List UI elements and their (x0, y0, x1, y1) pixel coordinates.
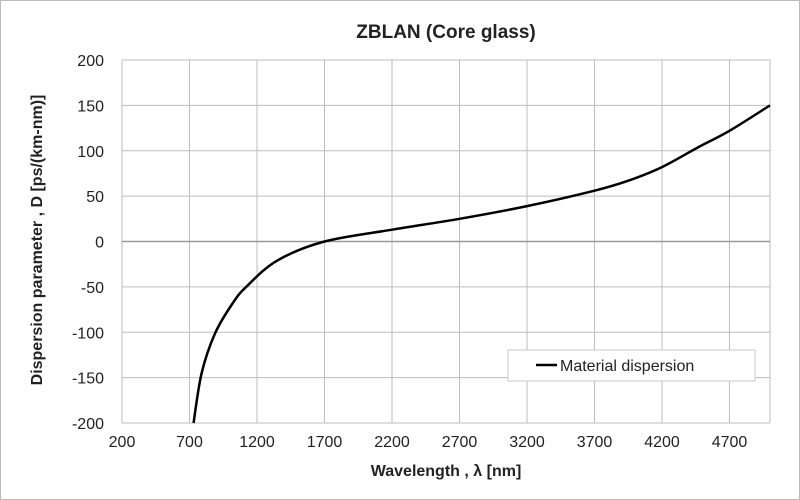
x-tick-label: 2200 (374, 434, 410, 451)
y-tick-label: -50 (81, 280, 104, 297)
chart-title: ZBLAN (Core glass) (356, 22, 535, 43)
x-tick-label: 200 (109, 434, 136, 451)
y-axis-label: Dispersion parameter , D [ps/(km-nm)] (29, 95, 46, 386)
y-tick-label: -200 (72, 416, 104, 433)
y-tick-label: 150 (77, 98, 104, 115)
y-tick-label: -150 (72, 371, 104, 388)
x-tick-label: 4700 (712, 434, 748, 451)
x-tick-label: 3700 (577, 434, 613, 451)
y-tick-label: 50 (86, 189, 104, 206)
legend-label: Material dispersion (560, 358, 694, 375)
y-tick-label: 100 (77, 144, 104, 161)
x-tick-label: 4200 (644, 434, 680, 451)
x-tick-label: 1700 (307, 434, 343, 451)
x-tick-labels: 200 700 1200 1700 2200 2700 3200 3700 4200 4700 (109, 434, 748, 451)
y-tick-label: 200 (77, 53, 104, 70)
x-tick-label: 2700 (442, 434, 478, 451)
legend: Material dispersion (507, 349, 756, 382)
y-tick-labels: 200 150 100 50 0 -50 -100 -150 -200 (72, 53, 104, 433)
series-line-material-dispersion (192, 104, 771, 424)
y-tick-label: -100 (72, 325, 104, 342)
x-axis-label: Wavelength , λ [nm] (371, 463, 522, 480)
x-tick-label: 1200 (239, 434, 275, 451)
y-tick-label: 0 (95, 235, 104, 252)
x-tick-label: 3200 (509, 434, 545, 451)
x-tick-label: 700 (176, 434, 203, 451)
